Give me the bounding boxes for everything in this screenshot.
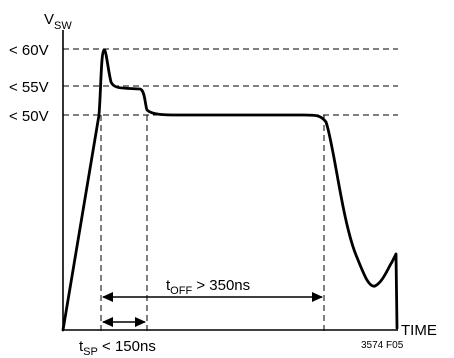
level-50v-label: < 50V [9,108,49,125]
vsw-waveform [61,48,399,332]
y-axis-label-main: V [44,11,54,28]
y-axis-label-sub: SW [54,20,72,32]
figure-id: 3574 F05 [361,340,404,351]
toff-label-sub: OFF [170,285,192,297]
tsp-label-main: t [79,338,84,355]
tsp-arrowhead-right [135,317,146,327]
toff-label-rest: > 350ns [192,277,250,294]
toff-label-main: t [166,277,171,294]
tsp-label: tSP < 150ns [79,338,156,358]
level-60v-label: < 60V [9,42,49,59]
toff-arrowhead-right [312,292,323,302]
level-55v-label: < 55V [9,79,49,96]
tsp-label-rest: < 150ns [98,338,156,355]
x-axis-label: TIME [401,322,437,339]
toff-arrowhead-left [102,292,113,302]
toff-label: tOFF > 350ns [166,277,250,297]
y-axis-label: VSW [44,11,72,32]
tsp-arrowhead-left [102,317,113,327]
tsp-label-sub: SP [83,346,98,358]
